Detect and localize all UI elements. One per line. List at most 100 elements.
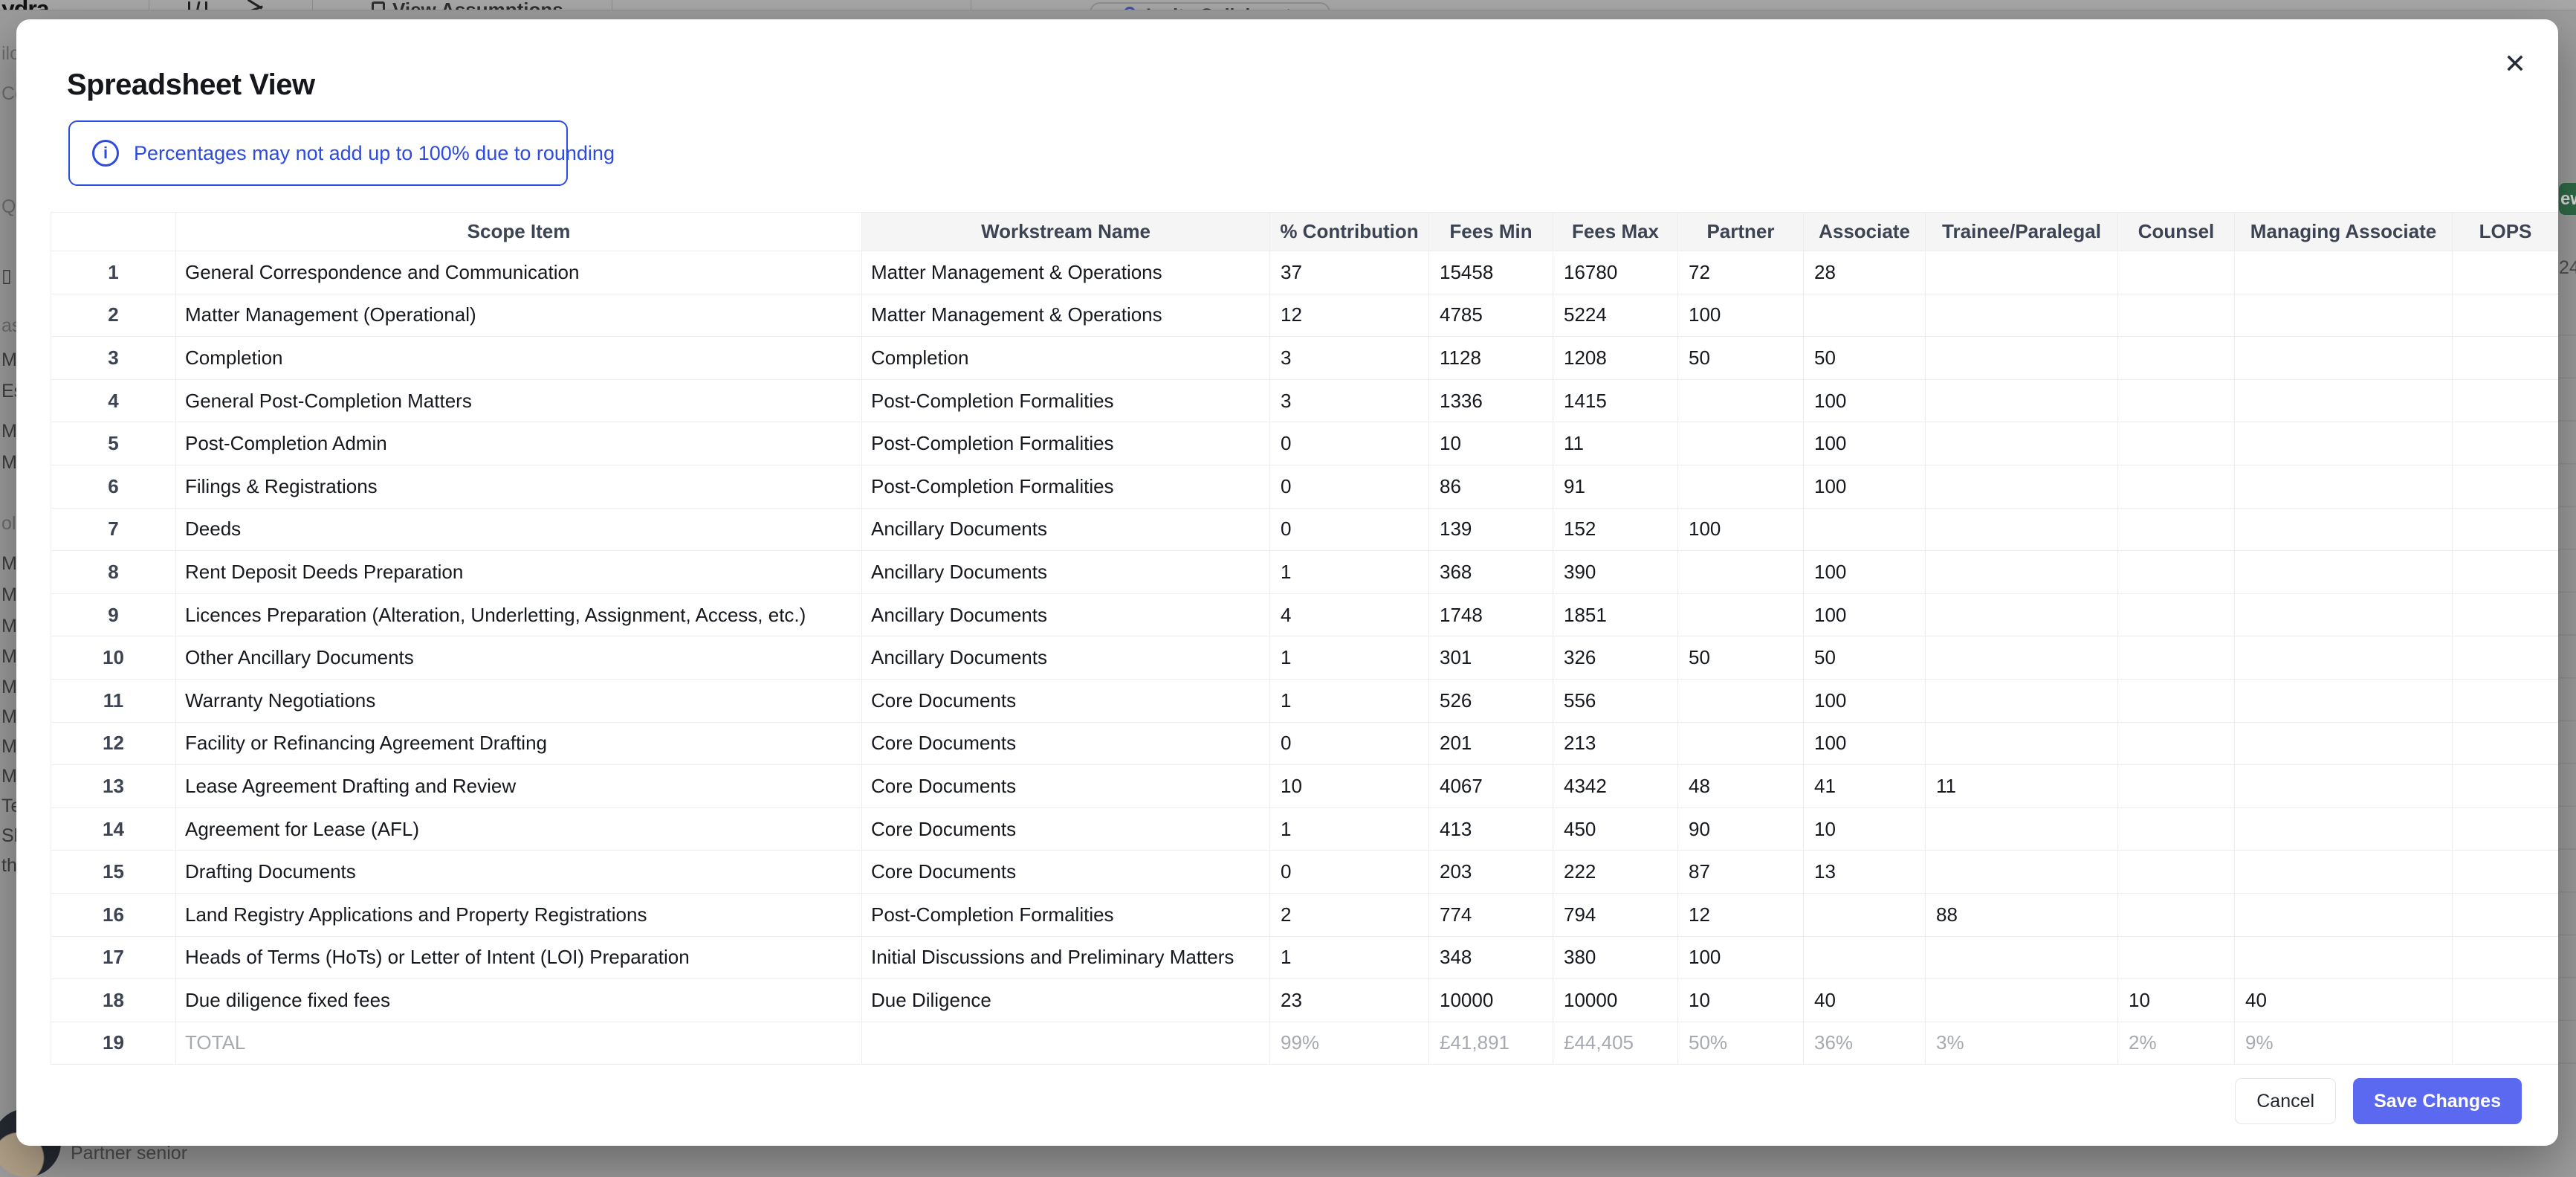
cell-counsel[interactable]	[2118, 679, 2235, 722]
cell-trainee[interactable]	[1926, 936, 2118, 979]
cell-trainee[interactable]	[1926, 294, 2118, 337]
cell-associate[interactable]	[1804, 294, 1926, 337]
cell-partner[interactable]: 72	[1678, 251, 1804, 294]
cell-pct[interactable]: 0	[1270, 465, 1429, 508]
cell-pct[interactable]: 0	[1270, 508, 1429, 551]
cell-pct[interactable]: 3	[1270, 337, 1429, 380]
cell-counsel[interactable]	[2118, 551, 2235, 594]
cell-lops[interactable]	[2453, 636, 2559, 680]
cell-fees_min[interactable]: 15458	[1429, 251, 1553, 294]
cell-pct[interactable]: 12	[1270, 294, 1429, 337]
cell-counsel[interactable]	[2118, 379, 2235, 422]
cell-fees_min[interactable]: 10	[1429, 422, 1553, 465]
cell-fees_min[interactable]: 10000	[1429, 979, 1553, 1022]
cell-scope[interactable]: Post-Completion Admin	[176, 422, 862, 465]
cell-lops[interactable]	[2453, 851, 2559, 894]
cell-scope[interactable]: Due diligence fixed fees	[176, 979, 862, 1022]
cell-trainee[interactable]	[1926, 251, 2118, 294]
cell-counsel[interactable]: 10	[2118, 979, 2235, 1022]
cell-trainee[interactable]	[1926, 551, 2118, 594]
cell-counsel[interactable]	[2118, 851, 2235, 894]
cell-partner[interactable]	[1678, 593, 1804, 636]
cell-associate[interactable]: 41	[1804, 765, 1926, 808]
cell-workstream[interactable]: Ancillary Documents	[862, 551, 1270, 594]
cell-partner[interactable]: 50	[1678, 636, 1804, 680]
cell-trainee[interactable]	[1926, 636, 2118, 680]
cell-managing[interactable]	[2235, 679, 2453, 722]
cell-fees_min[interactable]: 413	[1429, 807, 1553, 851]
cell-partner[interactable]: 48	[1678, 765, 1804, 808]
cell-workstream[interactable]: Core Documents	[862, 765, 1270, 808]
cell-counsel[interactable]	[2118, 636, 2235, 680]
cell-pct[interactable]: 23	[1270, 979, 1429, 1022]
cell-scope[interactable]: Agreement for Lease (AFL)	[176, 807, 862, 851]
cell-lops[interactable]	[2453, 379, 2559, 422]
cell-pct[interactable]: 37	[1270, 251, 1429, 294]
cell-scope[interactable]: Lease Agreement Drafting and Review	[176, 765, 862, 808]
cell-workstream[interactable]: Ancillary Documents	[862, 636, 1270, 680]
cell-fees_max[interactable]: 222	[1553, 851, 1678, 894]
cell-pct[interactable]: 4	[1270, 593, 1429, 636]
cell-pct[interactable]: 1	[1270, 679, 1429, 722]
cell-scope[interactable]: Drafting Documents	[176, 851, 862, 894]
cell-trainee[interactable]	[1926, 379, 2118, 422]
cell-workstream[interactable]: Initial Discussions and Preliminary Matt…	[862, 936, 1270, 979]
cell-workstream[interactable]: Core Documents	[862, 679, 1270, 722]
cell-pct[interactable]: 0	[1270, 851, 1429, 894]
cell-partner[interactable]	[1678, 465, 1804, 508]
cell-fees_max[interactable]: 5224	[1553, 294, 1678, 337]
cell-scope[interactable]: General Post-Completion Matters	[176, 379, 862, 422]
cell-associate[interactable]: 100	[1804, 593, 1926, 636]
cell-partner[interactable]	[1678, 379, 1804, 422]
cell-fees_max[interactable]: 213	[1553, 722, 1678, 765]
cell-scope[interactable]: Facility or Refinancing Agreement Drafti…	[176, 722, 862, 765]
cell-trainee[interactable]	[1926, 979, 2118, 1022]
cell-lops[interactable]	[2453, 593, 2559, 636]
cell-lops[interactable]	[2453, 679, 2559, 722]
cell-associate[interactable]: 100	[1804, 379, 1926, 422]
cell-associate[interactable]: 100	[1804, 722, 1926, 765]
cell-managing[interactable]	[2235, 508, 2453, 551]
cell-fees_max[interactable]: 1208	[1553, 337, 1678, 380]
cell-fees_max[interactable]: 11	[1553, 422, 1678, 465]
cell-lops[interactable]	[2453, 765, 2559, 808]
cell-fees_max[interactable]: 91	[1553, 465, 1678, 508]
cell-pct[interactable]: 0	[1270, 422, 1429, 465]
cell-counsel[interactable]	[2118, 294, 2235, 337]
cell-trainee[interactable]	[1926, 593, 2118, 636]
cell-counsel[interactable]	[2118, 593, 2235, 636]
cell-trainee[interactable]	[1926, 422, 2118, 465]
cell-scope[interactable]: Completion	[176, 337, 862, 380]
cell-scope[interactable]: Warranty Negotiations	[176, 679, 862, 722]
cell-counsel[interactable]	[2118, 251, 2235, 294]
cell-lops[interactable]	[2453, 337, 2559, 380]
cell-lops[interactable]	[2453, 465, 2559, 508]
cell-partner[interactable]	[1678, 551, 1804, 594]
cell-lops[interactable]	[2453, 251, 2559, 294]
cell-fees_min[interactable]: 4785	[1429, 294, 1553, 337]
cell-scope[interactable]: Heads of Terms (HoTs) or Letter of Inten…	[176, 936, 862, 979]
cell-managing[interactable]	[2235, 337, 2453, 380]
cell-fees_max[interactable]: 794	[1553, 893, 1678, 936]
cell-associate[interactable]: 100	[1804, 551, 1926, 594]
cell-counsel[interactable]	[2118, 508, 2235, 551]
cell-associate[interactable]: 40	[1804, 979, 1926, 1022]
cell-partner[interactable]: 10	[1678, 979, 1804, 1022]
cell-workstream[interactable]: Post-Completion Formalities	[862, 379, 1270, 422]
close-icon[interactable]: ✕	[2493, 42, 2537, 86]
cell-fees_max[interactable]: 1415	[1553, 379, 1678, 422]
cell-associate[interactable]: 100	[1804, 465, 1926, 508]
cell-trainee[interactable]	[1926, 465, 2118, 508]
cell-counsel[interactable]	[2118, 337, 2235, 380]
cell-fees_min[interactable]: 1748	[1429, 593, 1553, 636]
cell-scope[interactable]: Land Registry Applications and Property …	[176, 893, 862, 936]
cell-scope[interactable]: Matter Management (Operational)	[176, 294, 862, 337]
cell-trainee[interactable]	[1926, 722, 2118, 765]
cell-associate[interactable]: 10	[1804, 807, 1926, 851]
cell-associate[interactable]: 50	[1804, 636, 1926, 680]
cell-counsel[interactable]	[2118, 807, 2235, 851]
cell-partner[interactable]	[1678, 422, 1804, 465]
cell-partner[interactable]: 100	[1678, 508, 1804, 551]
cell-workstream[interactable]: Post-Completion Formalities	[862, 422, 1270, 465]
cell-fees_max[interactable]: 152	[1553, 508, 1678, 551]
